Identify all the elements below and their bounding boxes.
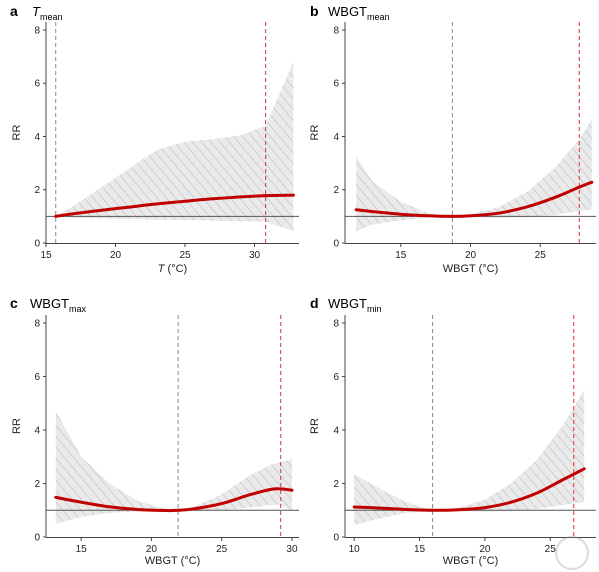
- y-tick-label: 2: [333, 479, 339, 490]
- y-tick-label: 4: [34, 132, 40, 143]
- y-tick-label: 0: [333, 239, 339, 250]
- panel-title: WBGTmean: [328, 4, 390, 22]
- y-axis-label: RR: [309, 125, 321, 141]
- x-tick-label: 25: [216, 544, 228, 555]
- rr-curve: [354, 180, 594, 218]
- x-axis-label-unit: (°C): [165, 263, 188, 275]
- x-tick-label: 20: [479, 544, 491, 555]
- x-tick-label: 30: [249, 250, 261, 261]
- y-tick-label: 2: [34, 479, 40, 490]
- panel-title-sub: max: [69, 304, 87, 314]
- y-axis-label: RR: [11, 125, 23, 141]
- y-tick-label: 4: [333, 132, 339, 143]
- seal-icon: [555, 536, 589, 570]
- panel-title-sub: mean: [40, 12, 63, 22]
- x-axis-label: WBGT (°C): [145, 555, 201, 567]
- confidence-band: [55, 61, 294, 232]
- panel-title-main: WBGT: [30, 296, 69, 311]
- panel-letter: b: [310, 3, 319, 19]
- x-axis-label-main: WBGT: [443, 263, 476, 275]
- panel-title-main: T: [32, 4, 41, 19]
- x-tick-label: 25: [535, 250, 547, 261]
- y-tick-label: 8: [34, 319, 40, 330]
- rr-curve: [54, 487, 294, 513]
- x-tick-label: 10: [349, 544, 361, 555]
- confidence-band: [55, 411, 292, 524]
- panel-letter: a: [10, 3, 18, 19]
- x-tick-label: 25: [179, 250, 191, 261]
- panel-letter: d: [310, 295, 319, 311]
- y-tick-label: 0: [333, 533, 339, 544]
- x-tick-label: 15: [414, 544, 426, 555]
- x-tick-label: 25: [545, 544, 557, 555]
- x-tick-label: 15: [76, 544, 88, 555]
- y-tick-label: 6: [34, 79, 40, 90]
- rr-curve: [54, 193, 295, 218]
- panel-title-sub: mean: [367, 12, 390, 22]
- x-tick-label: 20: [146, 544, 158, 555]
- x-tick-label: 20: [110, 250, 122, 261]
- x-axis-label-unit: (°C): [178, 555, 201, 567]
- x-axis-label-unit: (°C): [476, 555, 499, 567]
- y-tick-label: 4: [34, 426, 40, 437]
- y-axis-label: RR: [11, 418, 23, 434]
- y-tick-label: 6: [333, 372, 339, 383]
- confidence-band: [354, 389, 585, 525]
- x-axis-label-unit: (°C): [476, 263, 499, 275]
- y-tick-label: 6: [333, 79, 339, 90]
- confidence-band: [356, 119, 592, 231]
- university-watermark: [555, 536, 593, 570]
- y-axis-label: RR: [309, 418, 321, 434]
- panel-letter: c: [10, 295, 18, 311]
- y-tick-label: 6: [34, 372, 40, 383]
- x-tick-label: 15: [40, 250, 52, 261]
- x-tick-label: 20: [465, 250, 477, 261]
- y-tick-label: 2: [333, 185, 339, 196]
- panel-title: WBGTmin: [328, 296, 382, 314]
- panel-title-main: WBGT: [328, 4, 367, 19]
- panel-title: WBGTmax: [30, 296, 87, 314]
- rr-curve: [352, 467, 586, 512]
- y-tick-label: 8: [333, 25, 339, 36]
- x-axis-label: T (°C): [158, 263, 187, 275]
- x-axis-label: WBGT (°C): [443, 555, 499, 567]
- x-axis-label-main: WBGT: [145, 555, 178, 567]
- y-tick-label: 0: [34, 239, 40, 250]
- panel-title: Tmean: [32, 4, 62, 22]
- y-tick-label: 8: [333, 319, 339, 330]
- y-tick-label: 8: [34, 25, 40, 36]
- x-axis-label: WBGT (°C): [443, 263, 499, 275]
- x-axis-label-main: T: [158, 263, 166, 275]
- panel-title-main: WBGT: [328, 296, 367, 311]
- y-tick-label: 4: [333, 426, 339, 437]
- x-axis-label-main: WBGT: [443, 555, 476, 567]
- x-tick-label: 15: [395, 250, 407, 261]
- y-tick-label: 0: [34, 533, 40, 544]
- y-tick-label: 2: [34, 185, 40, 196]
- x-tick-label: 30: [286, 544, 298, 555]
- panel-title-sub: min: [367, 304, 382, 314]
